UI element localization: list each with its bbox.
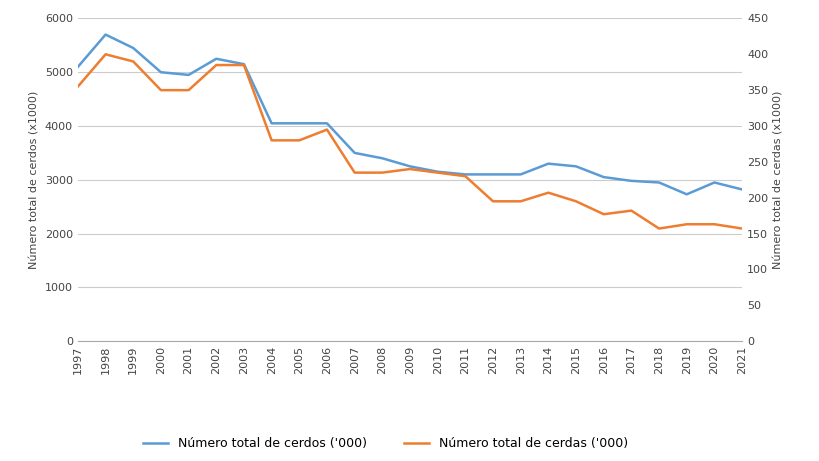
Número total de cerdas ('000): [183, 88, 193, 93]
Número total de cerdas ('000): [266, 137, 276, 143]
Número total de cerdos ('000): [239, 61, 249, 67]
Número total de cerdos ('000): [736, 187, 746, 192]
Número total de cerdos ('000): [322, 121, 332, 126]
Número total de cerdos ('000): [73, 64, 83, 70]
Número total de cerdos ('000): [598, 174, 608, 180]
Número total de cerdas ('000): [681, 221, 691, 227]
Número total de cerdos ('000): [350, 150, 360, 156]
Número total de cerdas ('000): [322, 127, 332, 132]
Número total de cerdos ('000): [543, 161, 553, 166]
Número total de cerdos ('000): [266, 121, 276, 126]
Número total de cerdos ('000): [156, 70, 165, 75]
Número total de cerdos ('000): [211, 56, 221, 62]
Número total de cerdas ('000): [156, 88, 165, 93]
Número total de cerdos ('000): [405, 164, 414, 169]
Y-axis label: Número total de cerdas (x1000): Número total de cerdas (x1000): [772, 91, 783, 269]
Número total de cerdas ('000): [460, 173, 470, 179]
Número total de cerdos ('000): [708, 180, 718, 185]
Número total de cerdas ('000): [487, 199, 497, 204]
Número total de cerdos ('000): [487, 171, 497, 177]
Número total de cerdos ('000): [626, 178, 636, 183]
Line: Número total de cerdas ('000): Número total de cerdas ('000): [78, 54, 741, 229]
Número total de cerdas ('000): [101, 52, 111, 57]
Número total de cerdas ('000): [626, 208, 636, 213]
Número total de cerdas ('000): [377, 170, 387, 175]
Número total de cerdos ('000): [654, 180, 663, 185]
Número total de cerdos ('000): [571, 164, 581, 169]
Número total de cerdas ('000): [294, 137, 304, 143]
Número total de cerdas ('000): [708, 221, 718, 227]
Número total de cerdos ('000): [432, 169, 442, 175]
Número total de cerdos ('000): [129, 45, 138, 51]
Número total de cerdas ('000): [515, 199, 525, 204]
Número total de cerdas ('000): [73, 84, 83, 89]
Número total de cerdas ('000): [543, 190, 553, 195]
Número total de cerdos ('000): [183, 72, 193, 78]
Número total de cerdos ('000): [460, 171, 470, 177]
Número total de cerdas ('000): [239, 62, 249, 68]
Número total de cerdas ('000): [432, 170, 442, 175]
Número total de cerdos ('000): [377, 155, 387, 161]
Legend: Número total de cerdos ('000), Número total de cerdas ('000): Número total de cerdos ('000), Número to…: [143, 437, 627, 450]
Line: Número total de cerdos ('000): Número total de cerdos ('000): [78, 35, 741, 195]
Número total de cerdas ('000): [405, 166, 414, 172]
Número total de cerdas ('000): [598, 212, 608, 217]
Número total de cerdas ('000): [350, 170, 360, 175]
Número total de cerdas ('000): [129, 59, 138, 64]
Número total de cerdas ('000): [654, 226, 663, 231]
Número total de cerdos ('000): [294, 121, 304, 126]
Número total de cerdos ('000): [515, 171, 525, 177]
Número total de cerdas ('000): [736, 226, 746, 231]
Número total de cerdos ('000): [681, 192, 691, 197]
Número total de cerdos ('000): [101, 32, 111, 37]
Número total de cerdas ('000): [211, 62, 221, 68]
Número total de cerdas ('000): [571, 199, 581, 204]
Y-axis label: Número total de cerdos (x1000): Número total de cerdos (x1000): [29, 91, 39, 269]
